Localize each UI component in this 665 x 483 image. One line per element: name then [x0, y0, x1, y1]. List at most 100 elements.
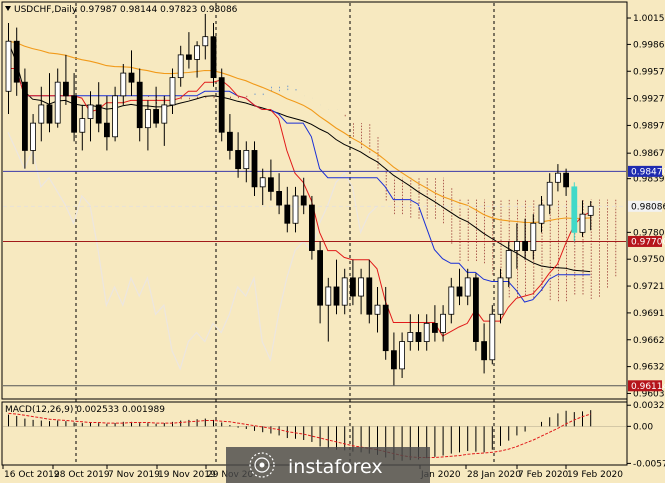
candle [235, 132, 242, 178]
candle [538, 195, 545, 233]
price-tag-label: 0.97700 [631, 237, 665, 247]
candle-body [235, 150, 242, 170]
candle [284, 186, 291, 233]
candle-body [194, 45, 201, 60]
candle [423, 314, 430, 351]
candle [489, 305, 496, 365]
candle [63, 54, 69, 105]
candle [5, 23, 12, 115]
candle-body [374, 304, 381, 315]
candle-body [390, 350, 397, 370]
candle [276, 173, 283, 215]
candle-body [423, 322, 430, 342]
candle-body [218, 77, 225, 133]
candle-body [497, 277, 504, 315]
candle-body [46, 104, 53, 124]
ma-black-line [7, 41, 591, 273]
candle [481, 323, 488, 374]
candle-body [210, 36, 217, 79]
candle [226, 114, 233, 160]
price-tag-label: 0.96114 [631, 382, 665, 392]
candle-body [5, 40, 12, 92]
candle [431, 305, 438, 342]
candle-body [366, 277, 373, 315]
header-arrow-icon [5, 6, 11, 11]
date-tick-label: 16 Oct 2019 [4, 470, 60, 480]
watermark-brand: instaforex [288, 456, 383, 478]
candle-body [226, 131, 233, 151]
candle [128, 50, 135, 96]
candle [95, 82, 102, 133]
candle-body [87, 104, 94, 119]
candle [218, 68, 225, 142]
candle [505, 241, 512, 287]
candle [185, 32, 192, 69]
candle [267, 159, 274, 201]
candle-body [505, 250, 512, 279]
candle [390, 332, 397, 386]
candle-body [13, 40, 20, 83]
candle [382, 286, 389, 360]
candle-body [325, 286, 332, 306]
candle [202, 13, 209, 60]
price-tick-label: 1.00155 [633, 14, 665, 24]
candle-body [21, 81, 28, 151]
candle [374, 286, 381, 333]
candle [144, 100, 151, 151]
candle-body [382, 304, 389, 352]
instaforex-logo-icon [249, 452, 275, 478]
candle [308, 195, 315, 260]
date-tick-label: 19 Feb 2020 [567, 470, 623, 480]
candle-body [63, 81, 69, 97]
macd-tick-label: -0.005707 [633, 459, 665, 469]
candle-body [251, 150, 258, 188]
candle [210, 23, 217, 87]
candle-body [112, 95, 118, 138]
candle-body [95, 104, 102, 124]
candle [243, 141, 250, 183]
kijun-sen-line [8, 68, 591, 303]
candle [21, 68, 28, 169]
candle [71, 73, 77, 142]
candle [87, 91, 94, 142]
chart-header: USDCHF,Daily 0.97987 0.98144 0.97823 0.9… [14, 5, 238, 15]
candle [46, 73, 53, 133]
candle-body [243, 150, 250, 170]
candle-body [341, 277, 348, 306]
candle [333, 259, 340, 315]
candle-body [514, 241, 520, 251]
candle [571, 182, 578, 242]
candle-body [456, 286, 463, 297]
candlesticks [5, 13, 594, 386]
candle-body [104, 122, 110, 138]
candle-body [587, 205, 594, 216]
price-tick-label: 0.97505 [633, 255, 665, 265]
candle-body [489, 313, 496, 361]
candle-body [472, 277, 479, 342]
candle [349, 259, 356, 306]
candle [563, 168, 569, 196]
candle-body [54, 81, 61, 124]
candle [120, 63, 127, 105]
candle-body [185, 54, 192, 60]
candle [514, 223, 520, 269]
price-tick-label: 0.99865 [633, 40, 665, 50]
price-tag-0.98086 [628, 200, 662, 212]
candle [325, 277, 332, 342]
candle [522, 218, 528, 260]
candle [407, 314, 414, 351]
date-tick-label: 28 Oct 2019 [54, 470, 110, 480]
candle [579, 200, 586, 237]
candle-body [30, 122, 37, 151]
candle [38, 86, 45, 142]
candle [153, 86, 160, 128]
candle [169, 68, 176, 115]
price-tag-0.98470 [628, 165, 662, 177]
candle [30, 114, 37, 165]
macd-tick-label: 0.003256 [633, 401, 665, 411]
candle [317, 241, 324, 324]
candle-body [177, 54, 184, 79]
